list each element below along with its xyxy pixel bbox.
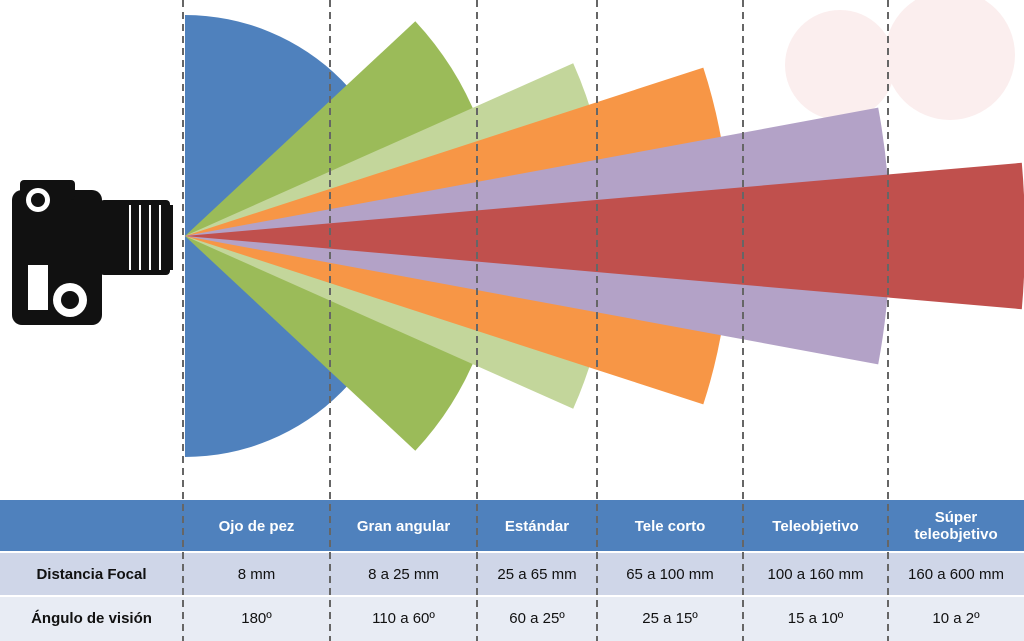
column-header: Súper teleobjetivo	[914, 509, 998, 543]
column-header: Teleobjetivo	[772, 517, 859, 535]
column-header: Estándar	[504, 517, 570, 535]
cell: 10 a 2º	[932, 610, 980, 627]
row-bg	[0, 552, 1024, 596]
cell: 65 a 100 mm	[626, 565, 714, 583]
cell: 8 a 25 mm	[368, 565, 439, 583]
header-row	[0, 500, 1024, 552]
cell: 100 a 160 mm	[767, 565, 864, 583]
cell: 60 a 25º	[509, 610, 565, 627]
column-header: Tele corto	[634, 517, 706, 535]
cell: 15 a 10º	[787, 610, 844, 627]
wedge-super-tele	[185, 162, 1024, 310]
cloud	[885, 0, 1015, 120]
column-header: Ojo de pez	[218, 517, 295, 535]
row-bg	[0, 596, 1024, 641]
camera	[12, 180, 173, 325]
cell: 160 a 600 mm	[908, 565, 1004, 583]
cell: 25 a 65 mm	[497, 565, 577, 583]
cell: 110 a 60º	[372, 610, 435, 627]
row-label: Distancia Focal	[36, 565, 147, 583]
column-header: Gran angular	[356, 517, 451, 535]
dividers	[182, 0, 889, 641]
cell: 25 a 15º	[642, 610, 698, 627]
cell: 180º	[241, 610, 272, 627]
cell: 8 mm	[237, 565, 276, 583]
row-label: Ángulo de visión	[31, 610, 152, 627]
cloud	[785, 10, 895, 120]
